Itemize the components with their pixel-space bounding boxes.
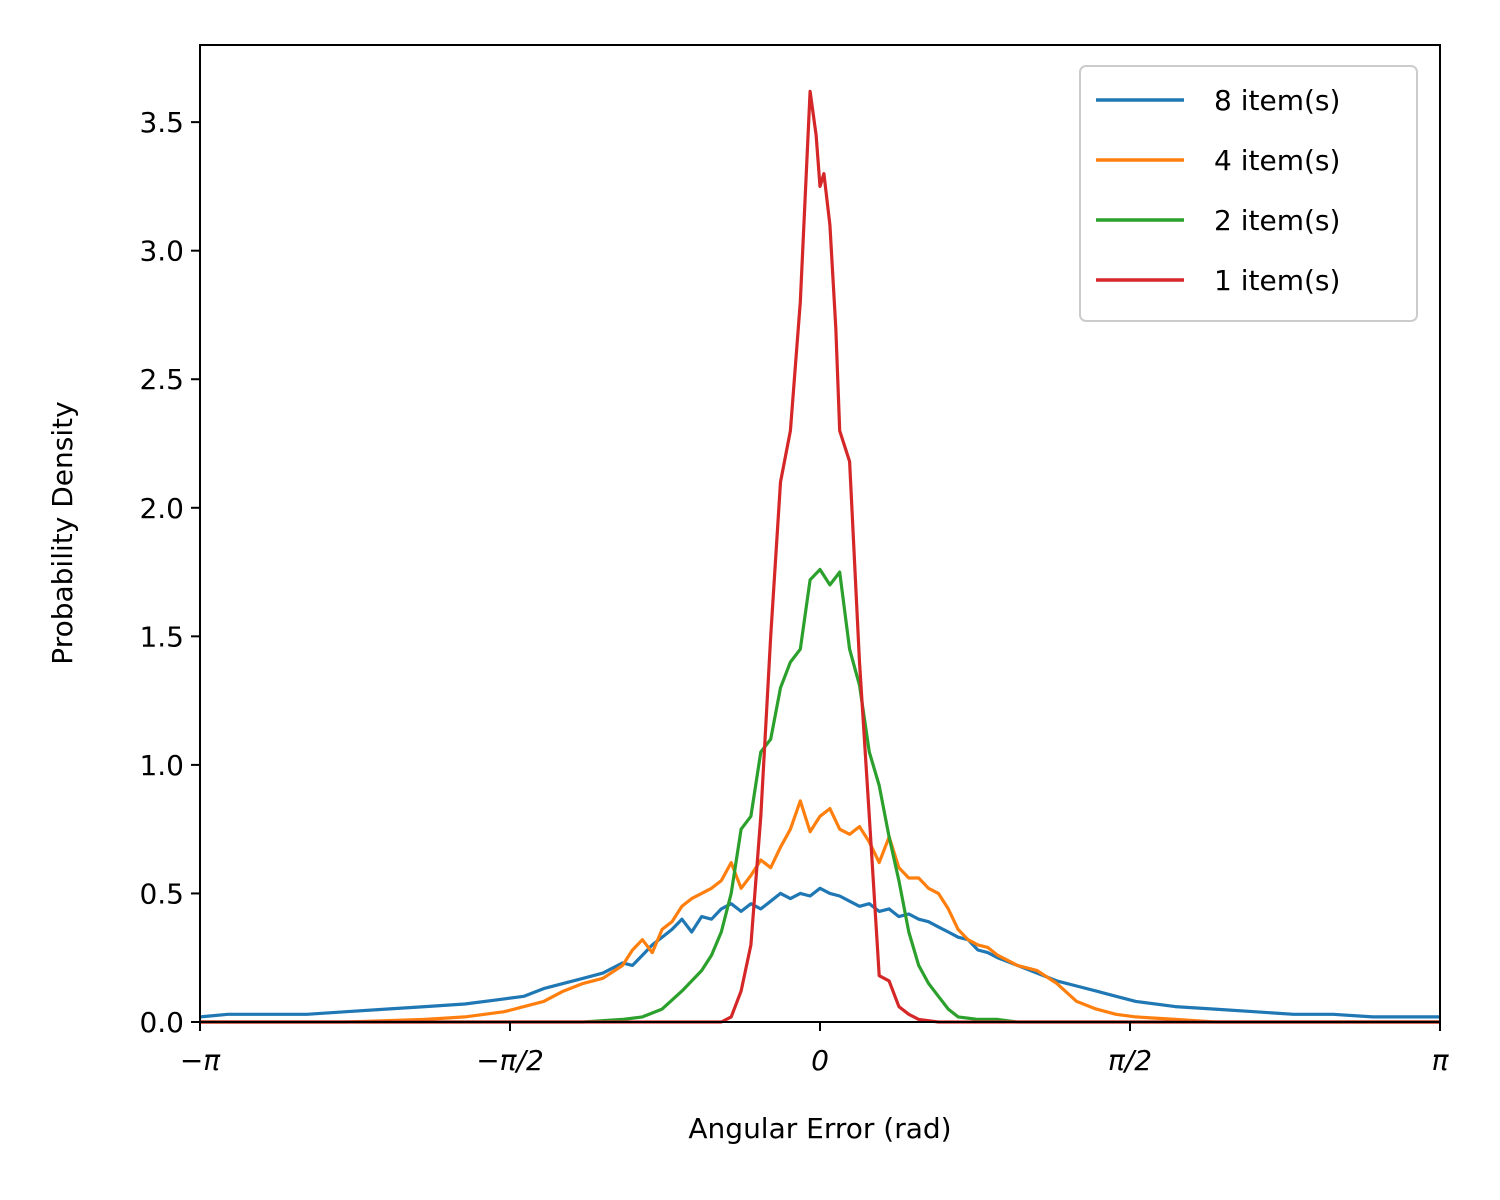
y-tick-label: 3.0 (139, 235, 184, 268)
legend-label: 4 item(s) (1214, 144, 1340, 177)
x-tick-label: π (1432, 1044, 1450, 1077)
legend-label: 8 item(s) (1214, 84, 1340, 117)
y-tick-label: 3.5 (139, 106, 184, 139)
x-tick-label: −π/2 (476, 1044, 544, 1077)
legend-label: 2 item(s) (1214, 204, 1340, 237)
series-line-1 (200, 886, 1440, 1019)
series-line-2 (200, 799, 1440, 1024)
x-tick-label: −π (180, 1044, 221, 1077)
x-axis: −π −π/2 0 π/2 π (180, 1022, 1450, 1077)
x-tick-label: 0 (811, 1044, 829, 1077)
y-tick-label: 0.0 (139, 1006, 184, 1039)
y-tick-label: 2.5 (139, 363, 184, 396)
y-axis-title: Probability Density (46, 401, 79, 664)
series-layer (200, 89, 1440, 1024)
y-axis: 0.0 0.5 1.0 1.5 2.0 2.5 3.0 3.5 (139, 106, 200, 1039)
y-tick-label: 0.5 (139, 877, 184, 910)
y-tick-label: 1.0 (139, 749, 184, 782)
y-tick-label: 1.5 (139, 620, 184, 653)
x-tick-label: π/2 (1108, 1044, 1152, 1077)
legend: 8 item(s) 4 item(s) 2 item(s) 1 item(s) (1079, 65, 1418, 322)
series-line-4 (200, 89, 1440, 1024)
x-axis-title: Angular Error (rad) (688, 1112, 951, 1145)
series-line-3 (200, 567, 1440, 1024)
legend-label: 1 item(s) (1214, 264, 1340, 297)
legend-box (1079, 65, 1418, 322)
y-tick-label: 2.0 (139, 492, 184, 525)
